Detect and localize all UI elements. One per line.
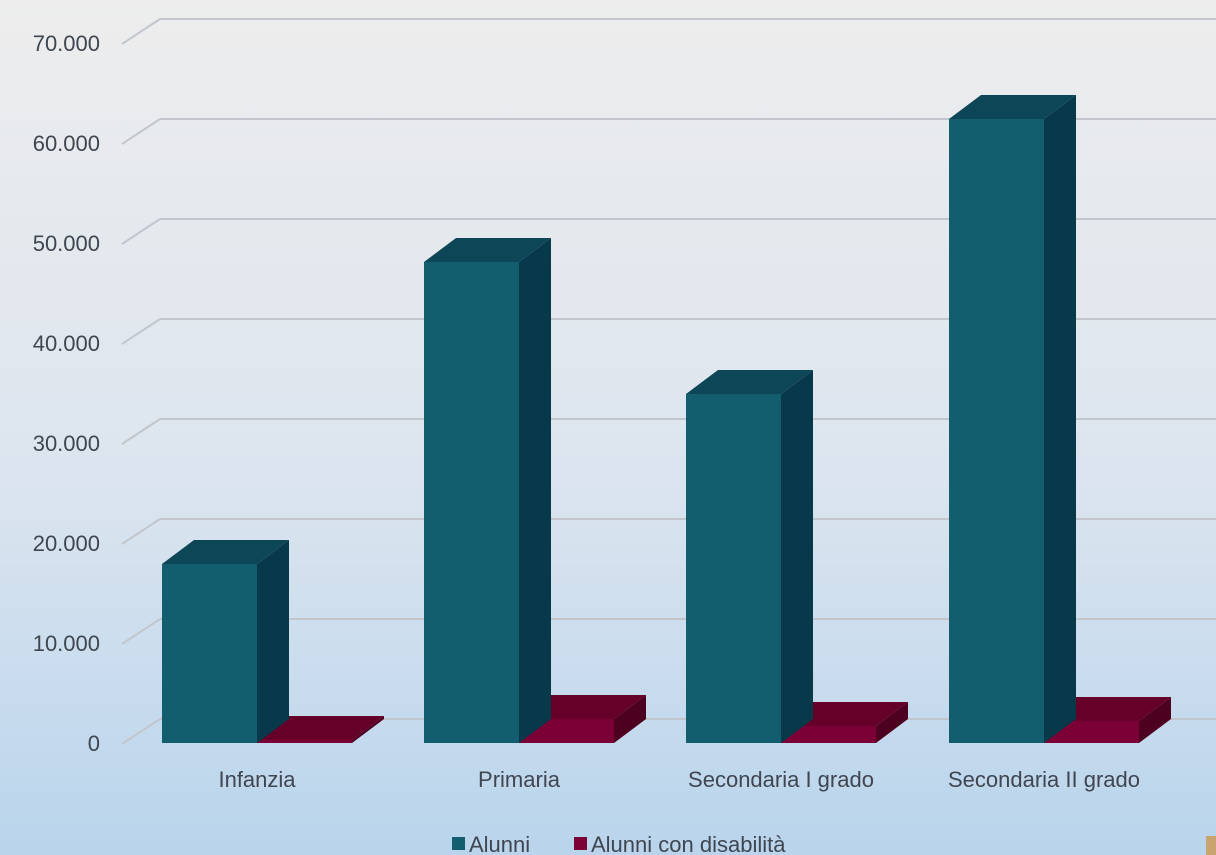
bar-alunni-con-disabilita bbox=[257, 716, 384, 743]
y-tick-label: 30.000 bbox=[33, 431, 100, 456]
bar-alunni-con-disabilita-side bbox=[876, 702, 908, 743]
x-tick-label: Primaria bbox=[478, 767, 561, 792]
bar-alunni-front bbox=[424, 262, 519, 743]
bar-alunni-top bbox=[424, 238, 551, 262]
y-tick-label: 60.000 bbox=[33, 131, 100, 156]
bar-alunni-front bbox=[162, 564, 257, 743]
legend: Alunni Alunni con disabilità bbox=[452, 832, 786, 855]
legend-label: Alunni con disabilità bbox=[591, 832, 786, 855]
gridline-depth bbox=[121, 618, 161, 645]
gridline-depth bbox=[121, 118, 161, 145]
gridline-depth bbox=[121, 318, 161, 345]
bar-alunni bbox=[686, 370, 813, 743]
bar-alunni-front bbox=[949, 119, 1044, 743]
y-tick-label: 20.000 bbox=[33, 531, 100, 556]
gridline-depth bbox=[121, 718, 161, 745]
bar-alunni-side bbox=[257, 540, 289, 743]
bar-alunni bbox=[949, 95, 1076, 743]
bar-alunni-side bbox=[1044, 95, 1076, 743]
legend-swatch bbox=[574, 837, 587, 850]
y-tick-label: 50.000 bbox=[33, 231, 100, 256]
bar-alunni bbox=[424, 238, 551, 743]
bar-alunni-con-disabilita-front bbox=[257, 740, 352, 743]
gridline-depth bbox=[121, 18, 161, 45]
y-axis-ticks: 0 10.000 20.000 30.000 40.000 50.000 60.000 70.… bbox=[33, 31, 100, 756]
bar-alunni-con-disabilita-side bbox=[614, 695, 646, 743]
y-tick-label: 0 bbox=[88, 731, 100, 756]
bar-alunni-front bbox=[686, 394, 781, 743]
legend-swatch bbox=[452, 837, 465, 850]
x-axis-labels: Infanzia Primaria Secondaria I grado Second… bbox=[218, 767, 1140, 792]
bars bbox=[162, 95, 1171, 743]
bar-alunni-con-disabilita-top bbox=[257, 716, 384, 740]
bar-alunni-con-disabilita-front bbox=[1044, 721, 1139, 743]
gridline-depth bbox=[121, 218, 161, 245]
y-tick-label: 40.000 bbox=[33, 331, 100, 356]
bar-alunni bbox=[162, 540, 289, 743]
x-tick-label: Secondaria I grado bbox=[688, 767, 874, 792]
bar-alunni-top bbox=[949, 95, 1076, 119]
bar-alunni-top bbox=[686, 370, 813, 394]
corner-marker bbox=[1206, 836, 1216, 855]
bar-alunni-con-disabilita-side bbox=[352, 716, 384, 743]
bar-alunni-side bbox=[781, 370, 813, 743]
bar-alunni-con-disabilita-side bbox=[1139, 697, 1171, 743]
bar-alunni-con-disabilita-front bbox=[781, 726, 876, 743]
x-tick-label: Secondaria II grado bbox=[948, 767, 1140, 792]
y-tick-label: 10.000 bbox=[33, 631, 100, 656]
x-tick-label: Infanzia bbox=[218, 767, 296, 792]
legend-label: Alunni bbox=[469, 832, 530, 855]
bar-alunni-top bbox=[162, 540, 289, 564]
bar-alunni-side bbox=[519, 238, 551, 743]
y-tick-label: 70.000 bbox=[33, 31, 100, 56]
gridline-depth bbox=[121, 518, 161, 545]
gridline-depth bbox=[121, 418, 161, 445]
